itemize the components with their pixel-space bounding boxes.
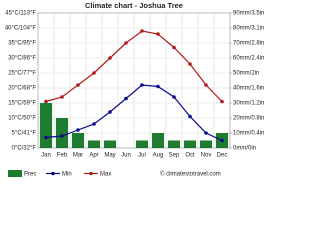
y-tick-label: 25°C/77°F	[8, 71, 36, 77]
point	[220, 138, 224, 143]
point	[60, 95, 64, 99]
chart-title: Climate chart - Joshua Tree	[85, 1, 183, 10]
point	[172, 45, 176, 50]
legend-label: Max	[100, 172, 111, 178]
source: © climatestotravel.com	[160, 171, 221, 178]
y2-tick-label: 70mm/2.8in	[233, 41, 264, 47]
point	[92, 122, 96, 126]
x-tick-label: Sep	[169, 153, 180, 159]
chart: Climate chart - Joshua Tree © climatesto…	[4, 0, 265, 178]
point	[204, 83, 208, 87]
legend-label: Prec	[24, 172, 36, 178]
point	[188, 62, 192, 66]
x-tick-label: Oct	[185, 153, 195, 159]
point	[60, 134, 64, 138]
point	[76, 128, 80, 132]
x-tick-label: Apr	[89, 153, 98, 159]
y2-tick-label: 0mm/0in	[233, 146, 256, 152]
plot-frame	[37, 12, 231, 149]
bar	[103, 140, 117, 148]
y-tick-label: 40°C/104°F	[5, 26, 36, 32]
y2-tick-label: 30mm/1.2in	[233, 101, 264, 107]
y-tick-label: 30°C/86°F	[8, 56, 36, 62]
point	[124, 41, 128, 45]
x-tick-label: Nov	[201, 153, 212, 159]
y2-tick-label: 80mm/3.1in	[233, 26, 264, 32]
point	[140, 29, 144, 33]
legend-swatch	[51, 171, 55, 176]
point	[172, 95, 176, 99]
y-tick-label: 10°C/50°F	[8, 116, 36, 122]
x-tick-label: Jul	[138, 153, 146, 159]
x-tick-label: Jan	[41, 153, 51, 159]
y2-tick-label: 50mm/2in	[233, 71, 259, 77]
bar	[135, 140, 149, 148]
y2-tick-label: 20mm/0.8in	[233, 116, 264, 122]
legend-swatch	[8, 170, 22, 177]
y2-tick-label: 10mm/0.4in	[233, 131, 264, 137]
x-tick-label: Jun	[121, 153, 131, 159]
point	[92, 71, 96, 75]
point	[108, 110, 112, 114]
point	[124, 96, 128, 101]
y-tick-label: 15°C/59°F	[8, 101, 36, 107]
point	[44, 135, 48, 140]
bar	[167, 140, 181, 148]
x-tick-label: Aug	[153, 153, 164, 159]
point	[156, 84, 160, 89]
x-tick-label: May	[104, 153, 115, 159]
bar	[87, 140, 101, 148]
point	[44, 99, 48, 104]
y-tick-label: 0°C/32°F	[12, 146, 37, 152]
bar	[71, 133, 85, 148]
bar	[151, 133, 165, 148]
point	[204, 131, 208, 135]
legend-label: Min	[62, 172, 72, 178]
y-tick-label: 5°C/41°F	[12, 131, 37, 137]
line	[45, 30, 223, 103]
point	[220, 99, 224, 104]
line	[45, 84, 223, 142]
y2-tick-label: 40mm/1.6in	[233, 86, 264, 92]
x-tick-label: Dec	[217, 153, 228, 159]
bar	[39, 103, 53, 148]
bar	[199, 140, 213, 148]
bar	[55, 118, 69, 148]
point	[156, 32, 160, 36]
bar	[183, 140, 197, 148]
y2-tick-label: 60mm/2.4in	[233, 56, 264, 62]
x-tick-label: Feb	[57, 153, 68, 159]
y2-tick-label: 90mm/3.5in	[233, 11, 264, 17]
point	[188, 114, 192, 119]
y-tick-label: 20°C/68°F	[8, 86, 36, 92]
legend-swatch	[89, 171, 93, 176]
point	[140, 83, 144, 87]
x-tick-label: Mar	[73, 153, 83, 159]
point	[108, 56, 112, 60]
y-tick-label: 45°C/113°F	[5, 11, 36, 17]
y-tick-label: 35°C/95°F	[8, 41, 36, 47]
point	[76, 83, 80, 87]
